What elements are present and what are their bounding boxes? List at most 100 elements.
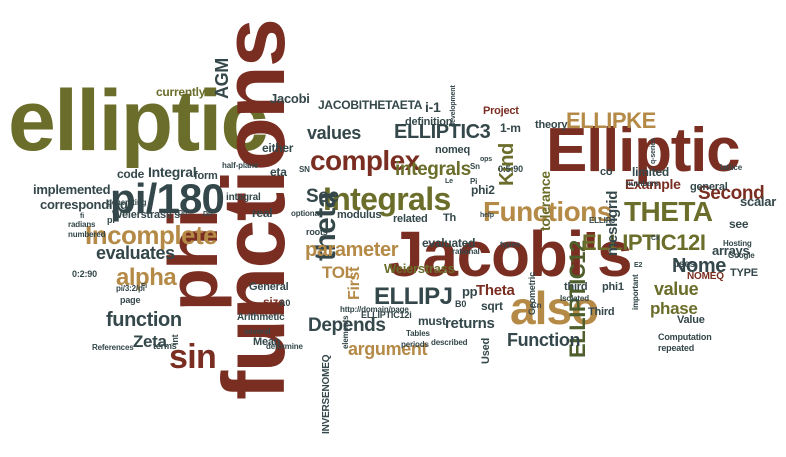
cloud-word: corresponding	[40, 197, 128, 212]
cloud-word: optional	[291, 209, 321, 218]
cloud-word: pi	[107, 215, 115, 225]
cloud-word: integral	[226, 192, 261, 203]
cloud-word: Integral	[148, 164, 197, 180]
cloud-word: Tables	[406, 329, 430, 338]
cloud-word: generating	[107, 198, 147, 207]
cloud-word: tolerance	[537, 171, 553, 231]
cloud-word: Nome	[672, 255, 726, 277]
cloud-word: must	[418, 314, 446, 328]
cloud-word: terms	[153, 341, 177, 351]
cloud-word: lattice	[720, 163, 743, 172]
cloud-word: elements	[341, 315, 350, 349]
cloud-word: Integrals	[323, 181, 451, 217]
cloud-word: elliptic	[8, 73, 268, 169]
cloud-word: uses	[673, 259, 695, 270]
cloud-word: Isolated	[560, 294, 589, 303]
cloud-word: Used	[480, 337, 492, 364]
cloud-word: nomeq	[435, 144, 470, 156]
cloud-word: value	[654, 279, 699, 299]
cloud-word: argument	[348, 339, 428, 359]
cloud-word: Google	[728, 251, 755, 260]
cloud-word: currently	[156, 85, 206, 99]
cloud-word: Second	[698, 183, 765, 204]
cloud-word: Le	[445, 178, 453, 185]
cloud-word: A0	[279, 298, 291, 308]
cloud-word: types	[500, 240, 521, 249]
cloud-word: several	[244, 327, 271, 336]
cloud-word: determine	[266, 342, 303, 351]
cloud-word: Jacobi	[270, 91, 310, 106]
cloud-word: Incomplete	[85, 220, 218, 250]
cloud-word: arrays	[712, 243, 750, 258]
cloud-word: numbers	[626, 179, 659, 188]
cloud-word: i-1	[425, 99, 441, 115]
cloud-word: page	[120, 295, 141, 305]
cloud-word: Elliptic	[546, 116, 741, 185]
cloud-word: See	[306, 186, 339, 207]
cloud-word: http://domain/page	[340, 305, 409, 314]
cloud-word: Sn	[470, 162, 480, 171]
cloud-word: repeated	[658, 343, 695, 353]
cloud-word: phi2	[471, 183, 495, 197]
cloud-word: B0	[455, 299, 467, 309]
cloud-word: INVERSENOMEQ	[321, 354, 332, 434]
cloud-word: ELLIPKE	[566, 108, 656, 133]
cloud-word: parameter	[305, 239, 399, 261]
cloud-word: phi1	[602, 281, 624, 293]
cloud-word: function	[106, 309, 182, 331]
cloud-word: Mean	[253, 336, 281, 348]
cloud-word: theory	[535, 119, 568, 131]
cloud-word: 1-m	[500, 121, 521, 135]
cloud-word: limited	[632, 165, 669, 179]
cloud-word: returns	[445, 315, 495, 332]
cloud-word: real	[252, 206, 273, 220]
cloud-word: TOL	[322, 263, 355, 282]
cloud-word: ops	[480, 156, 493, 163]
cloud-word: numbered	[68, 230, 106, 239]
cloud-word: implemented	[33, 182, 111, 197]
cloud-word: evaluates	[96, 243, 175, 263]
cloud-word: References	[92, 343, 134, 352]
cloud-word: described	[431, 338, 468, 347]
cloud-word: definition	[405, 116, 453, 128]
cloud-word: Fi	[141, 283, 147, 290]
cloud-word: Dn	[178, 210, 188, 217]
cloud-word: development	[450, 85, 457, 127]
cloud-word: either	[262, 141, 294, 155]
cloud-word: fi	[80, 213, 84, 220]
cloud-word: Theta	[476, 282, 515, 299]
cloud-word: sin	[169, 338, 217, 376]
cloud-word: third	[564, 281, 588, 293]
cloud-word: half-plane	[222, 161, 259, 170]
cloud-word: sqrt	[481, 299, 503, 313]
cloud-word: AGM	[212, 58, 232, 99]
cloud-word: Function	[507, 330, 581, 350]
cloud-word: Cn	[531, 301, 542, 310]
cloud-word: modulus	[337, 209, 382, 221]
cloud-word: pp	[462, 284, 478, 299]
cloud-word: Third	[588, 306, 615, 318]
cloud-word: Computation	[658, 332, 712, 342]
cloud-word: general	[690, 181, 728, 193]
cloud-word: pi/3:2/pi	[116, 284, 145, 293]
cloud-word: see	[729, 217, 749, 231]
cloud-word: phase	[650, 299, 698, 318]
cloud-word: E2	[634, 262, 643, 269]
cloud-word: Weierstrass	[384, 261, 455, 276]
cloud-word: Project	[483, 105, 519, 117]
cloud-word: ELLIPTIC12i	[361, 310, 412, 320]
cloud-word: Ck	[651, 235, 660, 242]
cloud-word: TYPE	[730, 267, 758, 279]
cloud-word: General	[249, 281, 289, 293]
cloud-word: roots	[306, 227, 328, 237]
cloud-word: Zeta	[133, 332, 167, 351]
cloud-word: evaluated	[422, 236, 476, 250]
cloud-word: scalar	[740, 194, 777, 209]
cloud-word: size	[263, 295, 285, 309]
cloud-word: integrals	[395, 159, 471, 180]
cloud-word: Jacobi's	[388, 218, 633, 290]
cloud-word: Functions	[483, 196, 612, 227]
cloud-word: periods	[401, 340, 429, 349]
cloud-word: Example	[625, 176, 681, 192]
